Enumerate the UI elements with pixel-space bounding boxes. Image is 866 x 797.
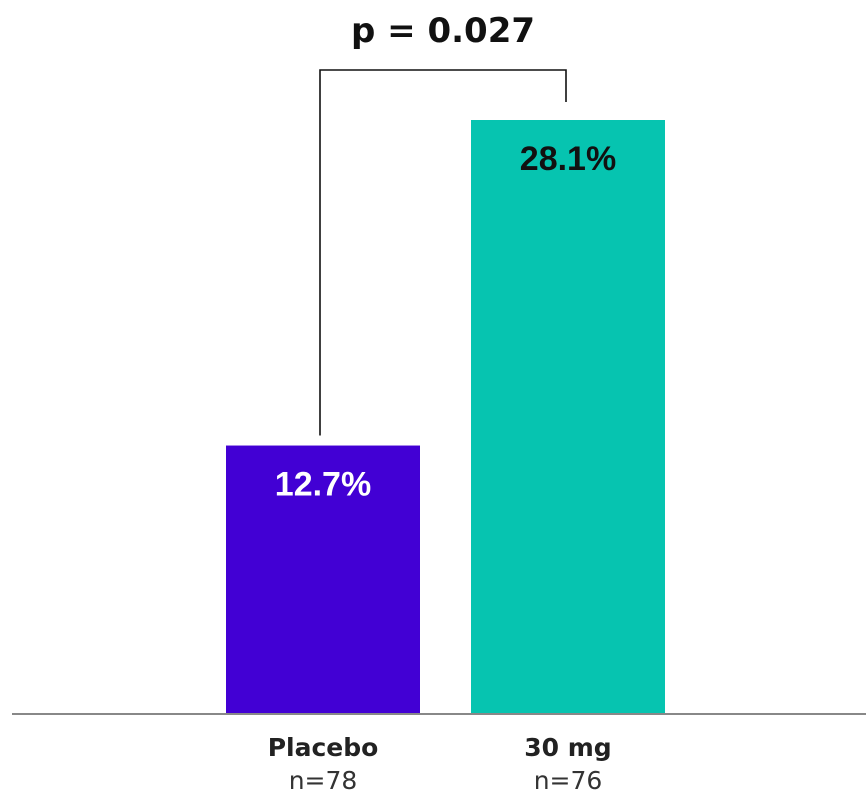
sample-size-label: n=78 <box>289 766 358 795</box>
significance-bracket <box>319 69 567 436</box>
category-labels: Placebo n=78 30 mg n=76 <box>268 733 612 795</box>
category-label: Placebo <box>268 733 379 762</box>
category-label: 30 mg <box>524 733 611 762</box>
p-value-label: p = 0.027 <box>351 11 535 51</box>
value-label: 28.1% <box>520 140 616 178</box>
bar-30-mg <box>471 120 665 714</box>
bar-placebo <box>226 445 420 714</box>
sample-size-label: n=76 <box>534 766 603 795</box>
value-label: 12.7% <box>275 466 371 504</box>
bars-group: 12.7% 28.1% <box>226 120 665 714</box>
